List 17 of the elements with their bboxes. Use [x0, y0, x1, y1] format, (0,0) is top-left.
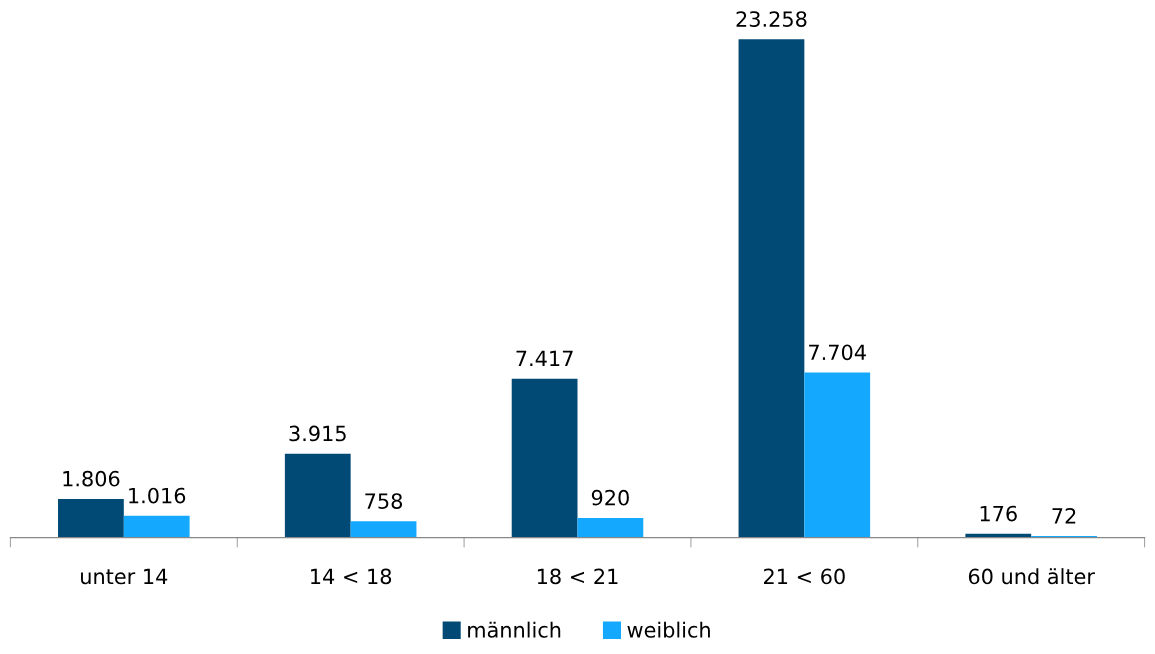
data-label: 72: [1052, 507, 1076, 524]
x-tick-label: unter 14: [81, 568, 168, 585]
legend-label: männlich: [468, 621, 561, 638]
data-label: 176: [980, 505, 1017, 522]
x-tick-label: 60 und älter: [968, 568, 1095, 585]
data-label: 23.258: [736, 11, 807, 27]
x-tick-label: 14 < 18: [311, 568, 392, 585]
x-tick-label: 18 < 21: [537, 568, 618, 585]
data-label: 1.016: [129, 487, 186, 504]
data-label: 1.806: [63, 470, 120, 487]
x-tick-label: 21 < 60: [764, 568, 845, 585]
data-label: 7.417: [516, 350, 573, 367]
data-label: 758: [365, 493, 403, 509]
data-label: 3.915: [289, 425, 346, 442]
data-label: 920: [591, 489, 629, 506]
data-label: 7.704: [809, 344, 866, 361]
legend-label: weiblich: [627, 621, 710, 638]
